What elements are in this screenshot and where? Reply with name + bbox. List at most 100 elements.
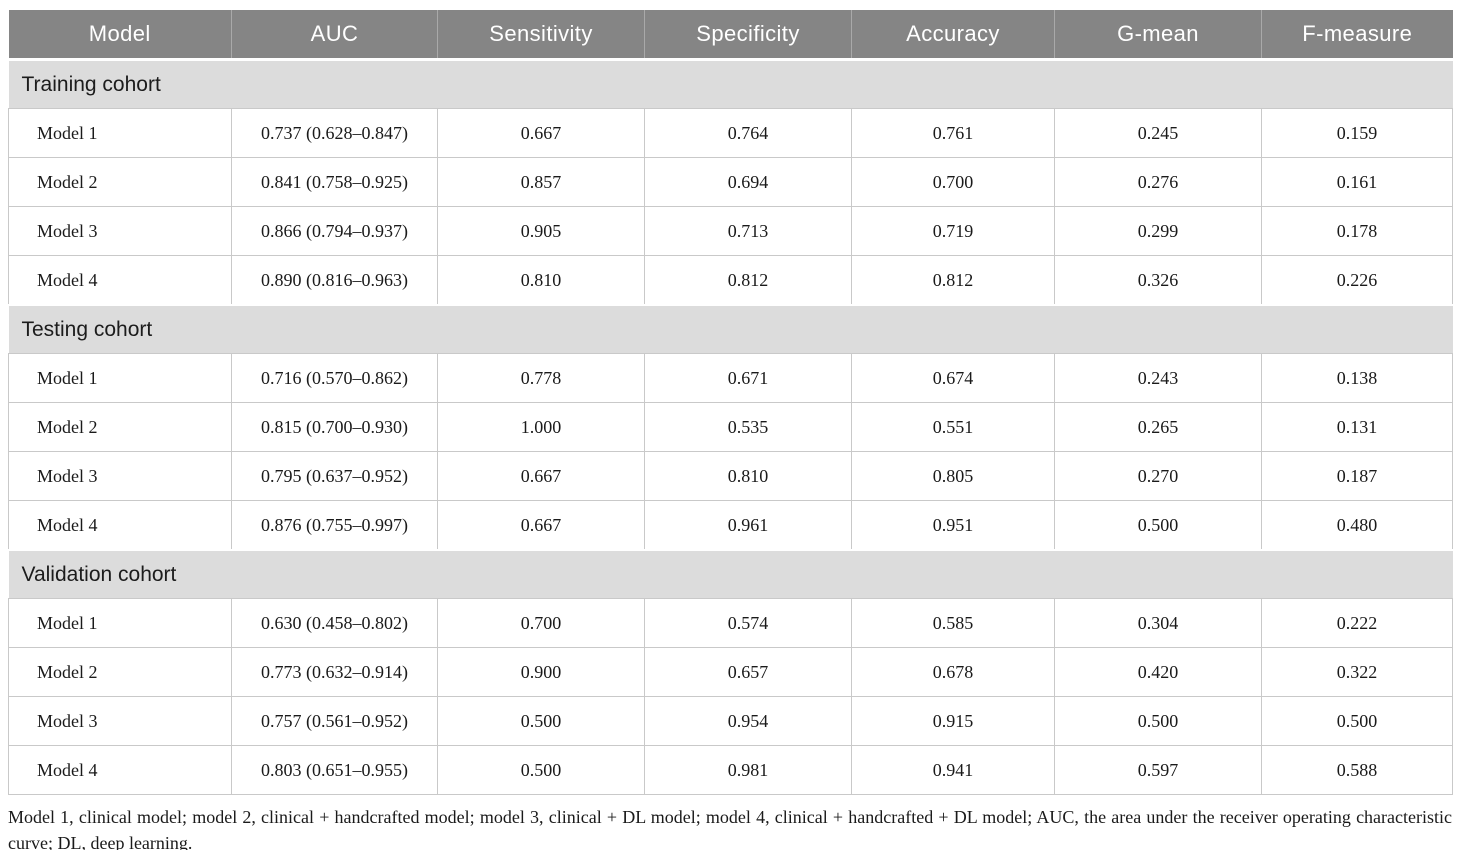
table-row: Model 2 0.841 (0.758–0.925) 0.857 0.694 0.70… xyxy=(8,157,1453,207)
model-cell: Model 1 xyxy=(8,108,232,158)
value-cell-sensitivity: 0.667 xyxy=(437,500,645,551)
model-cell: Model 3 xyxy=(8,451,232,501)
value-cell-g-mean: 0.500 xyxy=(1054,500,1262,551)
value-cell-g-mean: 0.270 xyxy=(1054,451,1262,501)
value-cell-auc: 0.737 (0.628–0.847) xyxy=(231,108,438,158)
model-cell: Model 2 xyxy=(8,402,232,452)
table-row: Model 1 0.630 (0.458–0.802) 0.700 0.574 0.58… xyxy=(8,598,1453,648)
value-cell-accuracy: 0.700 xyxy=(851,157,1055,207)
model-cell: Model 2 xyxy=(8,157,232,207)
value-cell-specificity: 0.961 xyxy=(644,500,852,551)
value-cell-sensitivity: 0.667 xyxy=(437,108,645,158)
section-row-training-cohort: Training cohort xyxy=(8,58,1453,109)
model-cell: Model 4 xyxy=(8,500,232,551)
column-header-sensitivity: Sensitivity xyxy=(437,10,645,61)
value-cell-accuracy: 0.678 xyxy=(851,647,1055,697)
value-cell-f-measure: 0.500 xyxy=(1261,696,1453,746)
value-cell-specificity: 0.671 xyxy=(644,353,852,403)
value-cell-g-mean: 0.597 xyxy=(1054,745,1262,795)
value-cell-auc: 0.716 (0.570–0.862) xyxy=(231,353,438,403)
value-cell-auc: 0.773 (0.632–0.914) xyxy=(231,647,438,697)
value-cell-f-measure: 0.131 xyxy=(1261,402,1453,452)
column-header-specificity: Specificity xyxy=(644,10,852,61)
value-cell-g-mean: 0.326 xyxy=(1054,255,1262,306)
value-cell-specificity: 0.694 xyxy=(644,157,852,207)
value-cell-g-mean: 0.276 xyxy=(1054,157,1262,207)
column-header-f-measure: F-measure xyxy=(1261,10,1453,61)
value-cell-accuracy: 0.951 xyxy=(851,500,1055,551)
section-row-testing-cohort: Testing cohort xyxy=(8,304,1453,354)
value-cell-auc: 0.876 (0.755–0.997) xyxy=(231,500,438,551)
value-cell-g-mean: 0.420 xyxy=(1054,647,1262,697)
value-cell-sensitivity: 0.667 xyxy=(437,451,645,501)
value-cell-f-measure: 0.138 xyxy=(1261,353,1453,403)
value-cell-sensitivity: 0.810 xyxy=(437,255,645,306)
header-row: Model AUC Sensitivity Specificity Accuracy G-… xyxy=(8,10,1453,61)
value-cell-f-measure: 0.480 xyxy=(1261,500,1453,551)
value-cell-f-measure: 0.178 xyxy=(1261,206,1453,256)
value-cell-f-measure: 0.159 xyxy=(1261,108,1453,158)
value-cell-f-measure: 0.222 xyxy=(1261,598,1453,648)
section-row-validation-cohort: Validation cohort xyxy=(8,549,1453,599)
model-cell: Model 4 xyxy=(8,745,232,795)
value-cell-accuracy: 0.674 xyxy=(851,353,1055,403)
value-cell-accuracy: 0.551 xyxy=(851,402,1055,452)
value-cell-f-measure: 0.161 xyxy=(1261,157,1453,207)
value-cell-specificity: 0.574 xyxy=(644,598,852,648)
table-footnote: Model 1, clinical model; model 2, clinic… xyxy=(8,807,1452,850)
value-cell-auc: 0.815 (0.700–0.930) xyxy=(231,402,438,452)
model-cell: Model 1 xyxy=(8,353,232,403)
value-cell-sensitivity: 0.905 xyxy=(437,206,645,256)
value-cell-auc: 0.630 (0.458–0.802) xyxy=(231,598,438,648)
value-cell-sensitivity: 0.500 xyxy=(437,696,645,746)
value-cell-specificity: 0.535 xyxy=(644,402,852,452)
table-row: Model 4 0.890 (0.816–0.963) 0.810 0.812 0.81… xyxy=(8,255,1453,306)
model-cell: Model 3 xyxy=(8,696,232,746)
value-cell-auc: 0.890 (0.816–0.963) xyxy=(231,255,438,306)
results-table: Model AUC Sensitivity Specificity Accuracy G-… xyxy=(8,10,1453,795)
value-cell-specificity: 0.812 xyxy=(644,255,852,306)
table-row: Model 3 0.757 (0.561–0.952) 0.500 0.954 0.91… xyxy=(8,696,1453,746)
column-header-auc: AUC xyxy=(231,10,438,61)
table-body: Training cohort Model 1 0.737 (0.628–0.847… xyxy=(8,58,1453,795)
value-cell-auc: 0.841 (0.758–0.925) xyxy=(231,157,438,207)
value-cell-accuracy: 0.585 xyxy=(851,598,1055,648)
value-cell-accuracy: 0.915 xyxy=(851,696,1055,746)
value-cell-sensitivity: 0.900 xyxy=(437,647,645,697)
value-cell-g-mean: 0.500 xyxy=(1054,696,1262,746)
table-row: Model 2 0.815 (0.700–0.930) 1.000 0.535 0.55… xyxy=(8,402,1453,452)
table-row: Model 4 0.876 (0.755–0.997) 0.667 0.961 0.95… xyxy=(8,500,1453,551)
value-cell-accuracy: 0.805 xyxy=(851,451,1055,501)
value-cell-sensitivity: 0.500 xyxy=(437,745,645,795)
value-cell-specificity: 0.981 xyxy=(644,745,852,795)
table-row: Model 3 0.866 (0.794–0.937) 0.905 0.713 0.71… xyxy=(8,206,1453,256)
value-cell-g-mean: 0.265 xyxy=(1054,402,1262,452)
section-label: Training cohort xyxy=(8,58,1453,109)
model-cell: Model 1 xyxy=(8,598,232,648)
column-header-g-mean: G-mean xyxy=(1054,10,1262,61)
column-header-model: Model xyxy=(8,10,232,61)
table-header: Model AUC Sensitivity Specificity Accuracy G-… xyxy=(8,10,1453,61)
value-cell-g-mean: 0.243 xyxy=(1054,353,1262,403)
value-cell-specificity: 0.657 xyxy=(644,647,852,697)
value-cell-sensitivity: 0.857 xyxy=(437,157,645,207)
table-row: Model 1 0.716 (0.570–0.862) 0.778 0.671 0.67… xyxy=(8,353,1453,403)
value-cell-g-mean: 0.245 xyxy=(1054,108,1262,158)
value-cell-f-measure: 0.226 xyxy=(1261,255,1453,306)
model-cell: Model 4 xyxy=(8,255,232,306)
value-cell-g-mean: 0.299 xyxy=(1054,206,1262,256)
value-cell-f-measure: 0.322 xyxy=(1261,647,1453,697)
value-cell-sensitivity: 0.700 xyxy=(437,598,645,648)
value-cell-accuracy: 0.812 xyxy=(851,255,1055,306)
value-cell-specificity: 0.810 xyxy=(644,451,852,501)
table-row: Model 2 0.773 (0.632–0.914) 0.900 0.657 0.67… xyxy=(8,647,1453,697)
model-cell: Model 2 xyxy=(8,647,232,697)
section-label: Testing cohort xyxy=(8,304,1453,354)
value-cell-specificity: 0.713 xyxy=(644,206,852,256)
table-row: Model 4 0.803 (0.651–0.955) 0.500 0.981 0.94… xyxy=(8,745,1453,795)
value-cell-accuracy: 0.719 xyxy=(851,206,1055,256)
value-cell-specificity: 0.954 xyxy=(644,696,852,746)
value-cell-auc: 0.795 (0.637–0.952) xyxy=(231,451,438,501)
table-row: Model 3 0.795 (0.637–0.952) 0.667 0.810 0.80… xyxy=(8,451,1453,501)
